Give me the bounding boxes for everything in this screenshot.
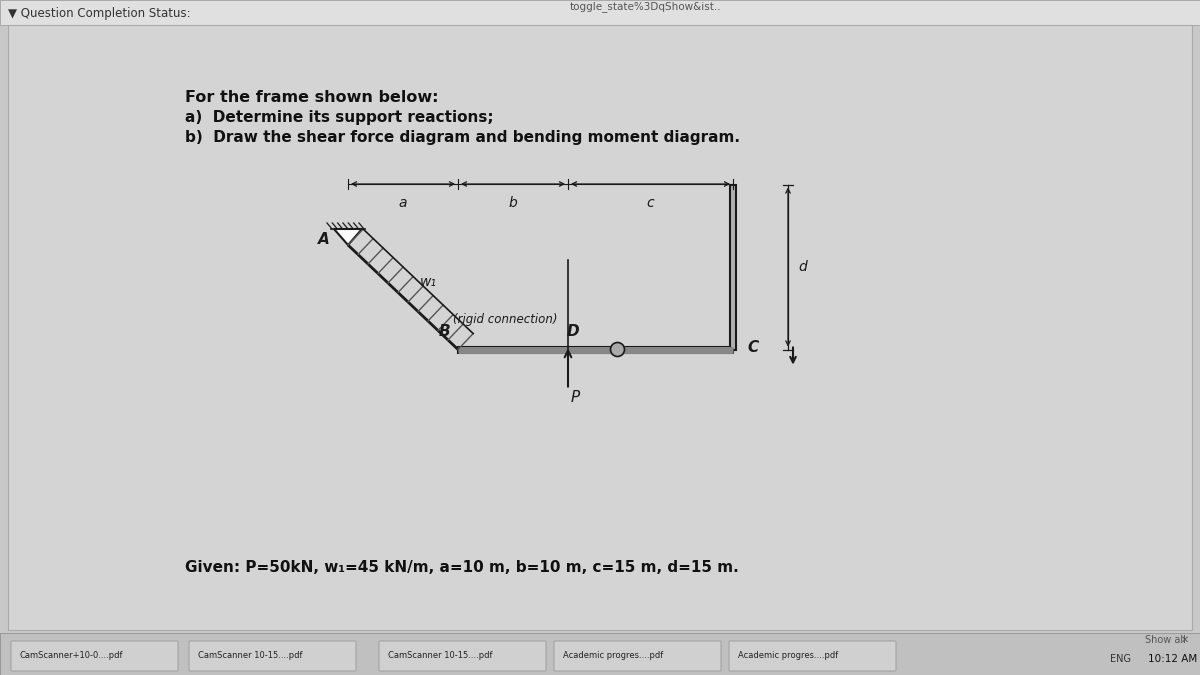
Text: C: C xyxy=(748,340,758,355)
Polygon shape xyxy=(334,229,362,245)
Text: P: P xyxy=(571,390,581,405)
Bar xyxy=(8,25,1192,630)
Circle shape xyxy=(611,342,624,356)
Text: ▼ Question Completion Status:: ▼ Question Completion Status: xyxy=(8,7,191,20)
Text: ENG: ENG xyxy=(1110,654,1132,664)
Text: toggle_state%3DqShow&ist..: toggle_state%3DqShow&ist.. xyxy=(570,1,721,12)
FancyBboxPatch shape xyxy=(554,641,721,671)
Text: CamScanner 10-15....pdf: CamScanner 10-15....pdf xyxy=(388,651,492,661)
Text: d: d xyxy=(798,260,806,274)
Text: CamScanner 10-15....pdf: CamScanner 10-15....pdf xyxy=(198,651,302,661)
Text: c: c xyxy=(647,196,654,210)
Text: b)  Draw the shear force diagram and bending moment diagram.: b) Draw the shear force diagram and bend… xyxy=(185,130,740,145)
Bar xyxy=(458,346,733,352)
Text: For the frame shown below:: For the frame shown below: xyxy=(185,90,438,105)
Text: a: a xyxy=(398,196,407,210)
Text: Show all: Show all xyxy=(1145,635,1186,645)
Text: D: D xyxy=(566,324,580,339)
Bar xyxy=(0,0,1200,25)
Text: b: b xyxy=(509,196,517,210)
Bar xyxy=(730,184,736,350)
Text: a)  Determine its support reactions;: a) Determine its support reactions; xyxy=(185,110,493,125)
Text: (rigid connection): (rigid connection) xyxy=(454,313,558,326)
FancyBboxPatch shape xyxy=(190,641,356,671)
Text: A: A xyxy=(318,232,330,248)
Text: B: B xyxy=(438,324,450,339)
Text: ✕: ✕ xyxy=(1181,635,1189,645)
FancyBboxPatch shape xyxy=(730,641,896,671)
Text: w₁: w₁ xyxy=(420,275,437,289)
Text: Given: P=50kN, w₁=45 kN/m, a=10 m, b=10 m, c=15 m, d=15 m.: Given: P=50kN, w₁=45 kN/m, a=10 m, b=10 … xyxy=(185,560,739,574)
Bar xyxy=(0,633,1200,675)
Text: Academic progres....pdf: Academic progres....pdf xyxy=(738,651,839,661)
Text: CamScanner+10-0....pdf: CamScanner+10-0....pdf xyxy=(20,651,124,661)
Text: Academic progres....pdf: Academic progres....pdf xyxy=(563,651,664,661)
Text: 10:12 AM: 10:12 AM xyxy=(1148,654,1198,664)
FancyBboxPatch shape xyxy=(379,641,546,671)
FancyBboxPatch shape xyxy=(11,641,178,671)
